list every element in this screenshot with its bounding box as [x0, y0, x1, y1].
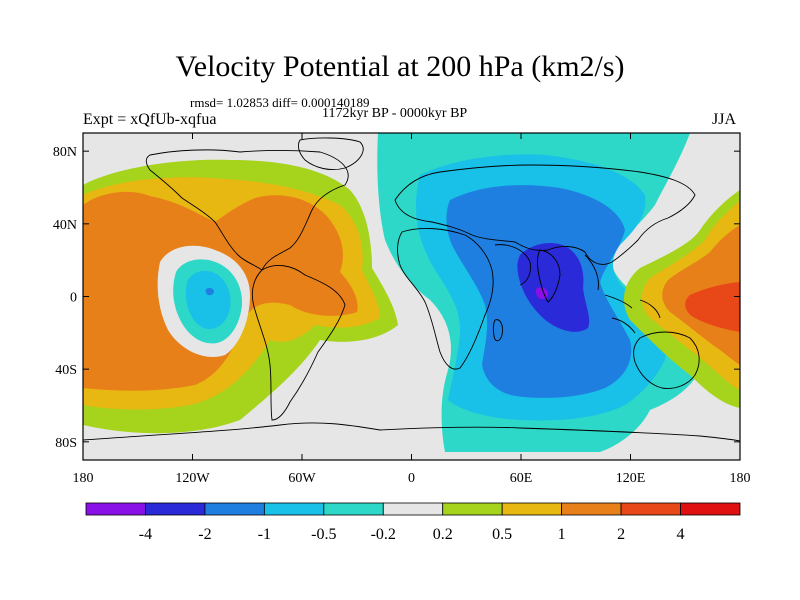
lon-tick-label: 60E	[510, 471, 533, 486]
contour-field	[83, 133, 740, 460]
coastline-antarctica	[83, 422, 740, 442]
coastline-southeast-asia	[584, 254, 661, 334]
coastline-madagascar	[492, 319, 503, 342]
colorbar-label: -4	[139, 526, 152, 543]
colorbar-swatch	[85, 502, 146, 516]
colorbar-swatch	[442, 502, 503, 516]
colorbar-swatch	[620, 502, 681, 516]
lat-tick-label: 40N	[53, 218, 77, 233]
lon-tick-label: 120W	[175, 471, 210, 486]
contour-neg-2-indian	[517, 243, 590, 332]
lon-tick-label: 120E	[616, 471, 646, 486]
colorbar-label: 4	[677, 526, 685, 543]
colorbar-label: -1	[258, 526, 271, 543]
coastline-australia	[633, 331, 700, 389]
colorbar-swatch	[323, 502, 384, 516]
lon-tick-label: 0	[408, 471, 415, 486]
colorbar-swatch	[561, 502, 622, 516]
coastline-north-america	[145, 149, 349, 271]
coastlines	[83, 137, 740, 442]
lat-tick-label: 40S	[55, 363, 77, 378]
lon-tick-label: 180	[73, 471, 94, 486]
colorbar-swatch	[263, 502, 325, 516]
coastline-greenland	[297, 137, 364, 171]
period-label: 1172kyr BP - 0000kyr BP	[322, 106, 468, 121]
colorbar-label: -0.5	[311, 526, 336, 543]
lat-tick-label: 80N	[53, 145, 77, 160]
coastline-south-america	[251, 264, 346, 421]
colorbar: -4 -2 -1 -0.5 -0.2 0.2 0.5 1 2 4	[85, 502, 741, 543]
colorbar-label: 0.5	[492, 526, 512, 543]
colorbar-label: 2	[617, 526, 625, 543]
latitude-axis: 80N 40N 0 40S 80S	[53, 145, 740, 451]
map-title: Velocity Potential at 200 hPa (km2/s)	[175, 50, 625, 83]
experiment-label: Expt = xQfUb-xqfua	[83, 111, 217, 128]
contour-pos-2-westpacific	[685, 282, 740, 332]
colorbar-label: -0.2	[371, 526, 396, 543]
coastline-africa	[397, 228, 494, 370]
colorbar-swatch	[680, 502, 741, 516]
contour-neg-4-pacific	[205, 287, 214, 296]
contour-neg-0.5-eastpacific	[185, 270, 231, 330]
colorbar-label: 1	[558, 526, 566, 543]
lat-tick-label: 0	[70, 291, 77, 306]
colorbar-swatch	[501, 502, 563, 516]
lon-tick-label: 60W	[288, 471, 316, 486]
lon-tick-label: 180	[730, 471, 751, 486]
colorbar-swatch	[382, 502, 444, 516]
coastline-arabia-india	[494, 244, 561, 303]
colorbar-label: 0.2	[433, 526, 453, 543]
colorbar-label: -2	[198, 526, 211, 543]
season-label: JJA	[712, 111, 737, 128]
longitude-axis: 180 120W 60W 0 60E 120E 180	[73, 133, 751, 486]
lat-tick-label: 80S	[55, 436, 77, 451]
colorbar-swatch	[204, 502, 265, 516]
stats-label: rmsd= 1.02853 diff= 0.000140189	[190, 95, 370, 110]
coastline-europe-asia	[394, 164, 696, 265]
colorbar-swatch	[145, 502, 206, 516]
